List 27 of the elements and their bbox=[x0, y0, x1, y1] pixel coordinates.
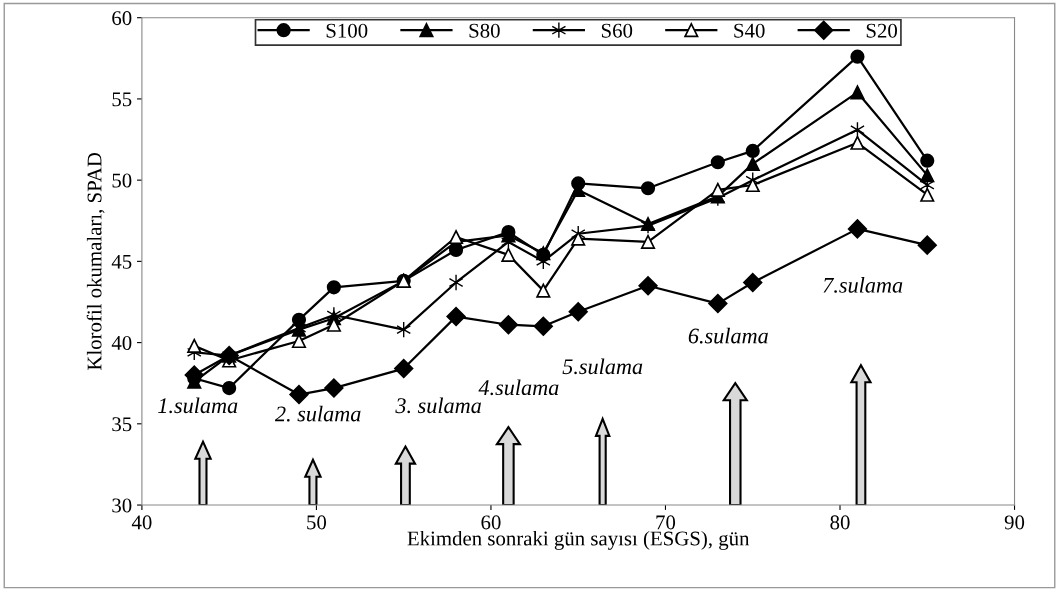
y-axis-title: Klorofil okumaları, SPAD bbox=[86, 152, 105, 371]
annotation: 5.sulama bbox=[562, 358, 643, 375]
x-tick-label: 60 bbox=[481, 515, 501, 530]
y-tick-label: 35 bbox=[112, 417, 132, 432]
x-tick-label: 90 bbox=[1004, 515, 1025, 530]
annotation: 6.sulama bbox=[688, 327, 768, 344]
y-tick-label: 60 bbox=[112, 11, 132, 26]
annotation: 1.sulama bbox=[158, 397, 238, 414]
x-tick-label: 70 bbox=[656, 515, 676, 530]
legend-label: S40 bbox=[734, 23, 765, 38]
y-tick-label: 45 bbox=[111, 254, 132, 269]
legend-label: S100 bbox=[326, 23, 368, 38]
legend-label: S60 bbox=[601, 23, 633, 38]
y-tick-label: 50 bbox=[112, 173, 132, 188]
y-tick-label: 40 bbox=[111, 335, 132, 351]
y-tick-label: 55 bbox=[112, 92, 132, 107]
x-tick-label: 80 bbox=[830, 515, 850, 530]
x-tick-label: 40 bbox=[131, 515, 152, 530]
legend-label: S20 bbox=[866, 23, 898, 38]
x-tick-label: 50 bbox=[307, 515, 327, 530]
annotation: 3. sulama bbox=[395, 397, 481, 414]
annotation: 7.sulama bbox=[823, 277, 903, 293]
annotation: 2. sulama bbox=[274, 405, 361, 422]
x-axis-title: Ekimden sonraki gün sayısı (ESGS), gün bbox=[407, 530, 750, 550]
annotation: 4.sulama bbox=[478, 379, 559, 396]
y-tick-label: 30 bbox=[112, 498, 132, 513]
legend-label: S80 bbox=[469, 23, 500, 38]
